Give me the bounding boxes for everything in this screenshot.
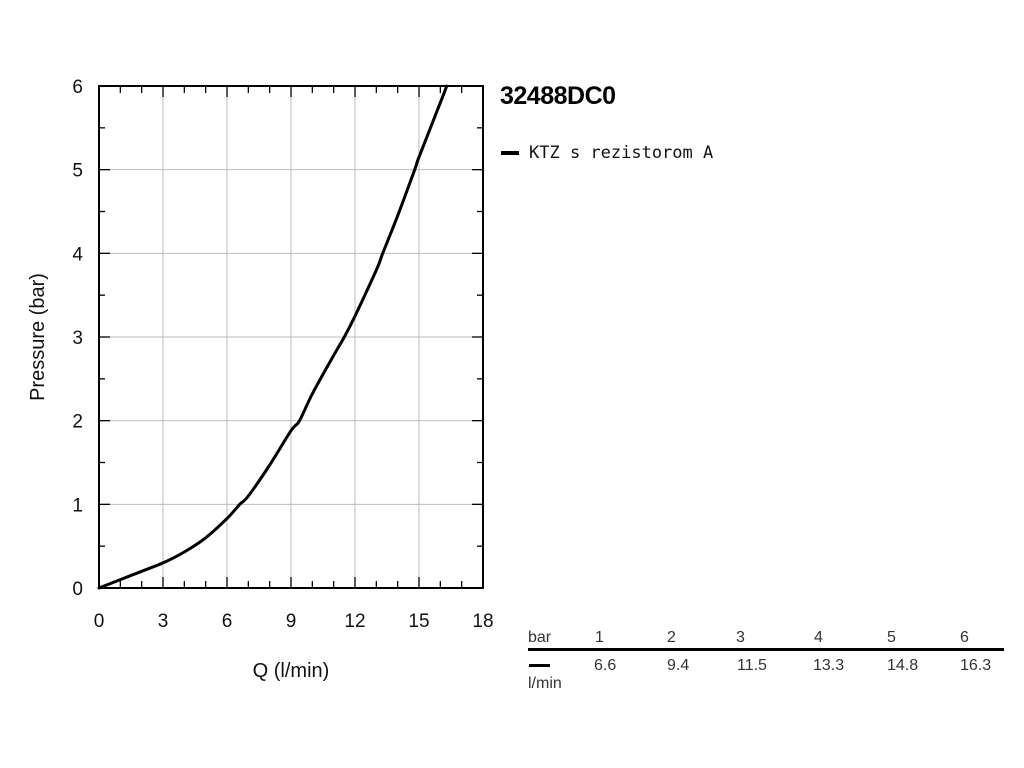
x-tick-label: 15 <box>408 611 429 632</box>
flow-table: bar 1 2 3 4 5 6 6.6 9.4 11.5 13.3 14.8 1… <box>528 628 1004 697</box>
table-pressure-1: 1 <box>595 629 604 646</box>
x-tick-label: 9 <box>286 611 297 632</box>
y-tick-label: 6 <box>72 77 83 98</box>
y-axis-title: Pressure (bar) <box>27 273 49 401</box>
table-flow-1: 6.6 <box>594 657 617 674</box>
table-flow-3: 11.5 <box>737 657 767 674</box>
x-axis-title: Q (l/min) <box>253 660 330 682</box>
table-unit-row: l/min <box>528 675 1004 697</box>
grid-lines <box>99 86 483 588</box>
legend-swatch <box>501 151 519 155</box>
table-header-row: bar 1 2 3 4 5 6 <box>528 628 1004 650</box>
table-pressure-5: 5 <box>887 629 896 646</box>
x-tick-label: 6 <box>222 611 233 632</box>
y-tick-label: 0 <box>72 579 83 600</box>
table-flow-5: 14.8 <box>887 657 919 674</box>
plot-frame <box>98 85 484 589</box>
x-tick-label: 3 <box>158 611 169 632</box>
legend-label: KTZ s rezistorom A <box>529 143 714 163</box>
table-pressure-6: 6 <box>960 629 969 646</box>
table-flow-6: 16.3 <box>960 657 992 674</box>
table-header-unit: bar <box>528 629 552 646</box>
table-pressure-3: 3 <box>736 629 745 646</box>
table-divider <box>528 648 1004 651</box>
y-tick-label: 5 <box>72 161 83 182</box>
x-tick-label: 0 <box>94 611 105 632</box>
y-tick-label: 2 <box>72 412 83 433</box>
series-line-ktz <box>97 84 449 590</box>
chart-title: 32488DC0 <box>500 82 616 110</box>
x-tick-label: 12 <box>344 611 365 632</box>
table-flow-4: 13.3 <box>813 657 845 674</box>
table-series-swatch <box>529 664 550 667</box>
table-pressure-2: 2 <box>667 629 676 646</box>
x-tick-label: 18 <box>472 611 493 632</box>
table-row-unit: l/min <box>528 675 562 692</box>
y-tick-label: 1 <box>72 495 83 516</box>
table-flow-row: 6.6 9.4 11.5 13.3 14.8 16.3 <box>528 657 1004 679</box>
table-flow-2: 9.4 <box>667 657 690 674</box>
y-tick-label: 3 <box>72 328 83 349</box>
legend: KTZ s rezistorom A <box>501 143 713 163</box>
y-tick-label: 4 <box>72 244 83 265</box>
table-pressure-4: 4 <box>814 629 823 646</box>
